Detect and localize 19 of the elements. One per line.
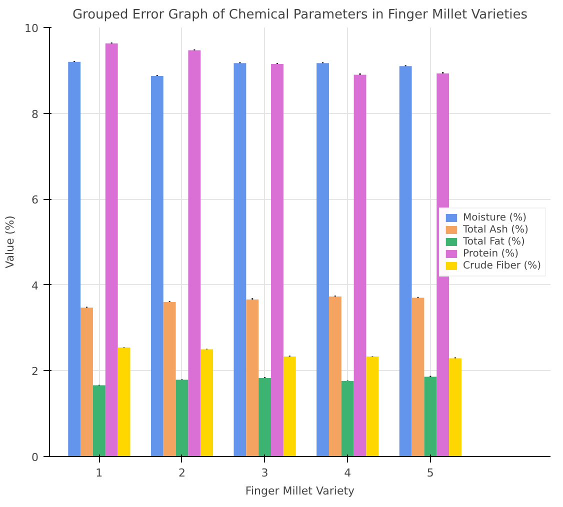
- legend-label: Total Fat (%): [462, 236, 525, 247]
- x-tick-label: 1: [96, 466, 103, 480]
- y-tick-label: 4: [32, 279, 38, 292]
- x-tick-label: 2: [178, 466, 186, 480]
- y-tick-label: 10: [24, 22, 39, 35]
- x-tick-label: 4: [344, 466, 352, 480]
- chart-title: Grouped Error Graph of Chemical Parameters in Finger Millet Varieties: [72, 8, 528, 22]
- x-axis-title: Finger Millet Variety: [245, 484, 356, 498]
- x-tick-label: 5: [426, 466, 434, 480]
- x-tick-label: 3: [261, 466, 268, 480]
- y-axis-title: Value (%): [4, 216, 17, 268]
- legend-label: Protein (%): [462, 248, 519, 259]
- y-tick-label: 8: [32, 108, 38, 121]
- legend-label: Crude Fiber (%): [462, 260, 541, 271]
- legend-label: Moisture (%): [462, 212, 527, 223]
- legend-label: Total Ash (%): [462, 224, 528, 235]
- y-tick-label: 2: [32, 365, 38, 378]
- y-tick-label: 6: [32, 194, 38, 207]
- y-tick-label: 0: [32, 451, 38, 464]
